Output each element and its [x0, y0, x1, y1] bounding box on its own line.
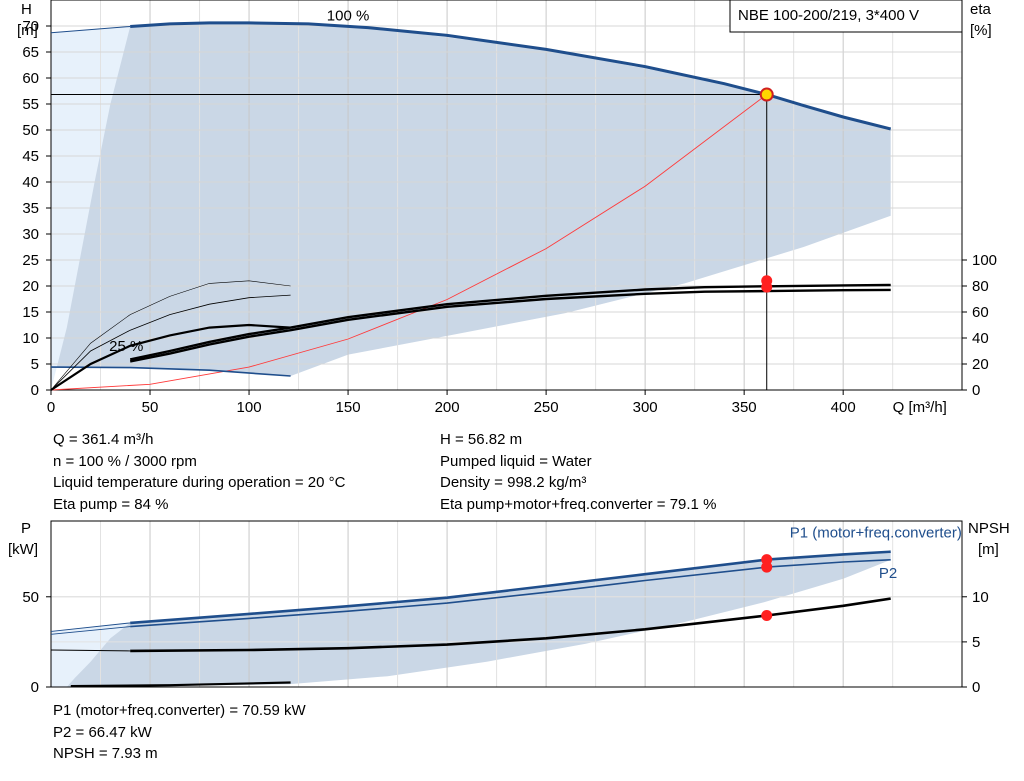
npsh-axis-label: NPSH: [968, 520, 1010, 537]
head-axis-label: H: [21, 1, 32, 18]
npsh-tick-label: 10: [972, 589, 989, 606]
y-tick-label: 45: [22, 148, 39, 165]
y-tick-label: 35: [22, 200, 39, 217]
power-plot-frame: [50, 520, 963, 688]
pump-model-label: NBE 100-200/219, 3*400 V: [738, 7, 919, 24]
x-tick-label: 250: [534, 399, 559, 416]
power-low-flow-zone: [51, 622, 131, 687]
y-tick-label: 30: [22, 226, 39, 243]
speed-value: n = 100 % / 3000 rpm: [53, 452, 197, 470]
operating-envelope: [51, 22, 891, 377]
x-axis-label: Q [m³/h]: [893, 399, 947, 416]
npsh-tick-label: 5: [972, 634, 980, 651]
power-curve-low-flow-2: [50, 626, 131, 635]
x-tick-label: 350: [732, 399, 757, 416]
eta-curve-2: [50, 323, 291, 391]
npsh-curve-25: [70, 681, 291, 688]
x-tick-label: 400: [831, 399, 856, 416]
x-tick-label: 150: [336, 399, 361, 416]
y-tick-label: 50: [22, 122, 39, 139]
operating-info-left: Q = 361.4 m³/h n = 100 % / 3000 rpm Liqu…: [53, 429, 345, 515]
y-tick-label: 60: [22, 70, 39, 87]
head-value: H = 56.82 m: [440, 431, 523, 448]
npsh-curve: [130, 597, 891, 653]
head-curve-100-low-flow: [50, 26, 131, 34]
npsh-curve-low-flow: [50, 649, 131, 652]
y-tick-label: 15: [22, 304, 39, 321]
y-tick-label: 55: [22, 96, 39, 113]
p2-value: P2 = 66.47 kW: [53, 723, 152, 741]
y-tick-label: 0: [31, 382, 39, 399]
p1-curve: [130, 550, 891, 625]
power-envelope: [51, 551, 891, 687]
flow-value: Q = 361.4 m³/h: [53, 431, 154, 448]
power-axis-unit: [kW]: [8, 541, 38, 558]
y-tick-label: 70: [22, 18, 39, 35]
x-tick-label: 0: [47, 399, 55, 416]
header-box: [729, 0, 963, 33]
curve-label-25: 25 %: [109, 338, 143, 355]
p2-curve: [130, 559, 891, 628]
y-tick-label: 20: [22, 278, 39, 295]
power-tick-label: 50: [22, 589, 39, 606]
p2-curve-label: P2: [879, 565, 897, 582]
power-axis-label: P: [21, 520, 31, 537]
system-curve: [50, 94, 767, 391]
eta-curve-5: [50, 280, 291, 391]
p1-curve-label: P1 (motor+freq.converter): [790, 525, 962, 542]
liquid-temperature-value: Liquid temperature during operation = 20…: [53, 474, 346, 491]
eta-pump-value: Eta pump = 84 %: [53, 495, 169, 513]
eta-tick-label: 100: [972, 252, 997, 269]
eta-tick-label: 20: [972, 356, 989, 373]
eta-curve-1: [50, 294, 291, 391]
y-tick-label: 25: [22, 252, 39, 269]
head-curve-100: [130, 21, 892, 131]
power-tick-label: 0: [31, 679, 39, 696]
x-tick-label: 300: [633, 399, 658, 416]
x-tick-label: 100: [237, 399, 262, 416]
low-flow-zone: [51, 26, 131, 390]
npsh-axis-unit: [m]: [978, 541, 999, 558]
eta-axis-label: eta: [970, 1, 992, 18]
head-curve-25: [50, 366, 291, 377]
npsh-duty-point: [761, 609, 773, 621]
power-info: P1 (motor+freq.converter) = 70.59 kW P2 …: [53, 700, 306, 765]
power-duty-point-2: [761, 561, 773, 573]
eta-tick-label: 40: [972, 330, 989, 347]
y-tick-label: 65: [22, 44, 39, 61]
x-tick-label: 50: [142, 399, 159, 416]
eta-tick-label: 0: [972, 382, 980, 399]
npsh-value: NPSH = 7.93 m: [53, 745, 158, 762]
y-tick-label: 40: [22, 174, 39, 191]
head-axis-unit: [m]: [17, 22, 38, 39]
head-plot-frame: [50, 0, 963, 391]
y-tick-label: 5: [31, 356, 39, 373]
eta-total-value: Eta pump+motor+freq.converter = 79.1 %: [440, 495, 717, 513]
eta-tick-label: 60: [972, 304, 989, 321]
duty-point-marker: [759, 87, 774, 102]
x-tick-label: 200: [435, 399, 460, 416]
operating-info-right: H = 56.82 m Pumped liquid = Water Densit…: [440, 429, 716, 515]
p1-value: P1 (motor+freq.converter) = 70.59 kW: [53, 702, 306, 719]
eta-axis-unit: [%]: [970, 22, 992, 39]
npsh-tick-label: 0: [972, 679, 980, 696]
eta-tick-label: 80: [972, 278, 989, 295]
pumped-liquid-value: Pumped liquid = Water: [440, 452, 592, 470]
curve-label-100: 100 %: [327, 8, 370, 25]
y-tick-label: 10: [22, 330, 39, 347]
eta-duty-point-2: [761, 275, 773, 287]
density-value: Density = 998.2 kg/m³: [440, 474, 587, 491]
power-curve-low-flow-1: [50, 622, 131, 632]
